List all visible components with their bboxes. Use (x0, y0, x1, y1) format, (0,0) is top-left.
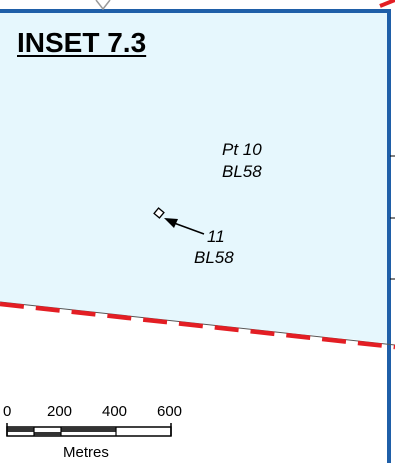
leader-line (173, 222, 205, 235)
scale-segment-filled (7, 427, 34, 432)
scale-segment-filled (61, 427, 116, 432)
point-label-line1: 11 (207, 227, 225, 246)
inset-title: INSET 7.3 (17, 27, 147, 58)
red-boundary-fragment (379, 0, 395, 8)
top-boundary-mark (95, 0, 111, 11)
scale-tick-label: 600 (157, 403, 183, 420)
scale-tick-label: 200 (47, 403, 73, 420)
parcel-label-line2: BL58 (222, 162, 262, 181)
scale-unit-label: Metres (63, 444, 109, 461)
scale-segment-filled (34, 432, 61, 436)
parcel-area (0, 11, 387, 343)
leader-arrowhead (164, 218, 178, 228)
scale-tick-label: 0 (3, 403, 12, 420)
scale-tick-label: 400 (102, 403, 128, 420)
survey-point-marker (153, 207, 165, 219)
point-label-line2: BL58 (194, 248, 234, 267)
red-dashed-boundary (0, 301, 395, 350)
parcel-label-line1: Pt 10 (222, 140, 262, 159)
parcel-boundary (0, 9, 391, 463)
scale-bar (6, 423, 172, 437)
